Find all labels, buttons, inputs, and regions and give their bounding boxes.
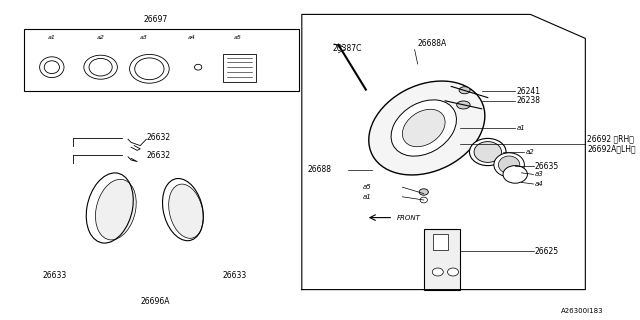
Text: a1: a1 — [363, 194, 372, 200]
Ellipse shape — [474, 141, 502, 163]
Text: 26387C: 26387C — [332, 44, 362, 53]
Text: 26697: 26697 — [143, 15, 168, 24]
Text: 26625: 26625 — [535, 247, 559, 256]
Text: 26688: 26688 — [308, 165, 332, 174]
Text: a5: a5 — [363, 184, 372, 190]
Ellipse shape — [403, 109, 445, 147]
Text: FRONT: FRONT — [396, 215, 420, 220]
Ellipse shape — [459, 87, 470, 94]
Ellipse shape — [369, 81, 485, 175]
Ellipse shape — [95, 179, 136, 240]
Text: a3: a3 — [535, 172, 543, 177]
Text: a2: a2 — [97, 35, 104, 40]
Text: 26692A〈LH〉: 26692A〈LH〉 — [587, 144, 636, 153]
Bar — [433, 234, 448, 250]
Text: 26633: 26633 — [223, 271, 247, 280]
Ellipse shape — [447, 268, 458, 276]
Text: 26696A: 26696A — [141, 297, 170, 306]
Ellipse shape — [494, 153, 524, 177]
Ellipse shape — [503, 166, 527, 183]
Ellipse shape — [419, 189, 428, 195]
Text: 26632: 26632 — [147, 151, 170, 160]
Text: a4: a4 — [535, 181, 543, 187]
Text: A26300l183: A26300l183 — [561, 308, 604, 314]
Text: 26688A: 26688A — [418, 39, 447, 48]
Ellipse shape — [420, 197, 428, 203]
Text: 26238: 26238 — [516, 96, 540, 105]
Ellipse shape — [391, 100, 456, 156]
Bar — [24, 29, 299, 91]
Text: 26635: 26635 — [535, 162, 559, 171]
Text: a3: a3 — [140, 35, 147, 40]
Polygon shape — [424, 229, 460, 290]
Text: a1: a1 — [516, 125, 525, 131]
Text: a2: a2 — [525, 149, 534, 155]
Text: a1: a1 — [48, 35, 56, 40]
Ellipse shape — [499, 156, 520, 174]
Text: a4: a4 — [188, 35, 196, 40]
Ellipse shape — [457, 101, 470, 109]
Text: a5: a5 — [234, 35, 242, 40]
Ellipse shape — [169, 184, 204, 238]
Ellipse shape — [432, 268, 444, 276]
Text: 26692 〈RH〉: 26692 〈RH〉 — [587, 135, 634, 144]
Ellipse shape — [470, 139, 506, 166]
Text: 26241: 26241 — [516, 87, 540, 96]
Bar — [223, 54, 256, 82]
Text: 26632: 26632 — [147, 133, 170, 142]
Text: 26633: 26633 — [43, 271, 67, 280]
